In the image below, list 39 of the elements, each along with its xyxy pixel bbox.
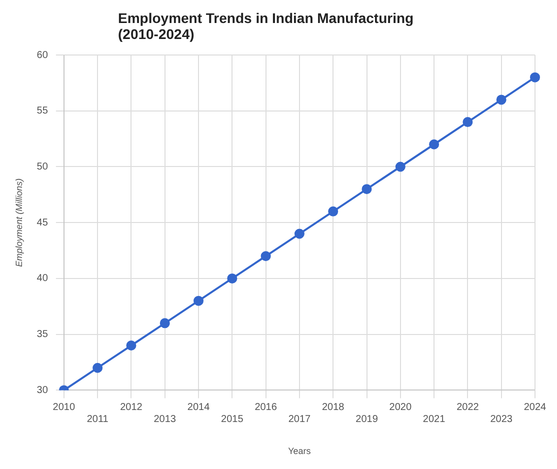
point [194, 296, 204, 306]
point [462, 117, 473, 128]
y-tick-label: 40 [36, 273, 48, 284]
point [227, 273, 238, 284]
point [160, 318, 170, 328]
point [294, 228, 304, 239]
x-tick-label: 2023 [490, 414, 513, 425]
x-tick-label: 2014 [187, 402, 210, 413]
y-tick-label: 45 [36, 217, 48, 228]
y-axis-title: Employment (Millions) [14, 178, 24, 267]
x-tick-label: 2016 [254, 402, 278, 413]
y-tick-label: 55 [36, 106, 48, 117]
x-tick-label: 2019 [356, 414, 378, 425]
y-tick-label: 35 [36, 329, 48, 340]
x-tick-label: 2015 [221, 414, 244, 425]
x-tick-label: 2021 [422, 414, 446, 425]
chart-title: Employment Trends in Indian Manufacturing (2010-2024) [118, 10, 415, 42]
x-tick-label: 2010 [52, 402, 76, 413]
point [496, 94, 506, 105]
point [429, 139, 440, 150]
y-tick-label: 30 [36, 384, 48, 396]
x-tick-label: 2020 [389, 402, 412, 413]
y-tick-label: 50 [36, 161, 48, 172]
x-tick-label: 2024 [524, 402, 547, 413]
point [395, 162, 406, 172]
x-tick-label: 2011 [86, 414, 109, 425]
point [328, 206, 338, 216]
x-tick-label: 2022 [456, 402, 480, 413]
x-axis-title: Years [288, 446, 312, 456]
x-tick-label: 2013 [154, 414, 176, 425]
x-tick-label: 2017 [288, 414, 312, 425]
point [260, 251, 271, 262]
point [126, 340, 136, 351]
x-tick-label: 2012 [120, 402, 143, 413]
point [530, 72, 540, 82]
point [92, 362, 103, 373]
point [362, 184, 372, 194]
y-tick-label: 60 [36, 50, 48, 61]
x-tick-label: 2018 [322, 402, 345, 413]
